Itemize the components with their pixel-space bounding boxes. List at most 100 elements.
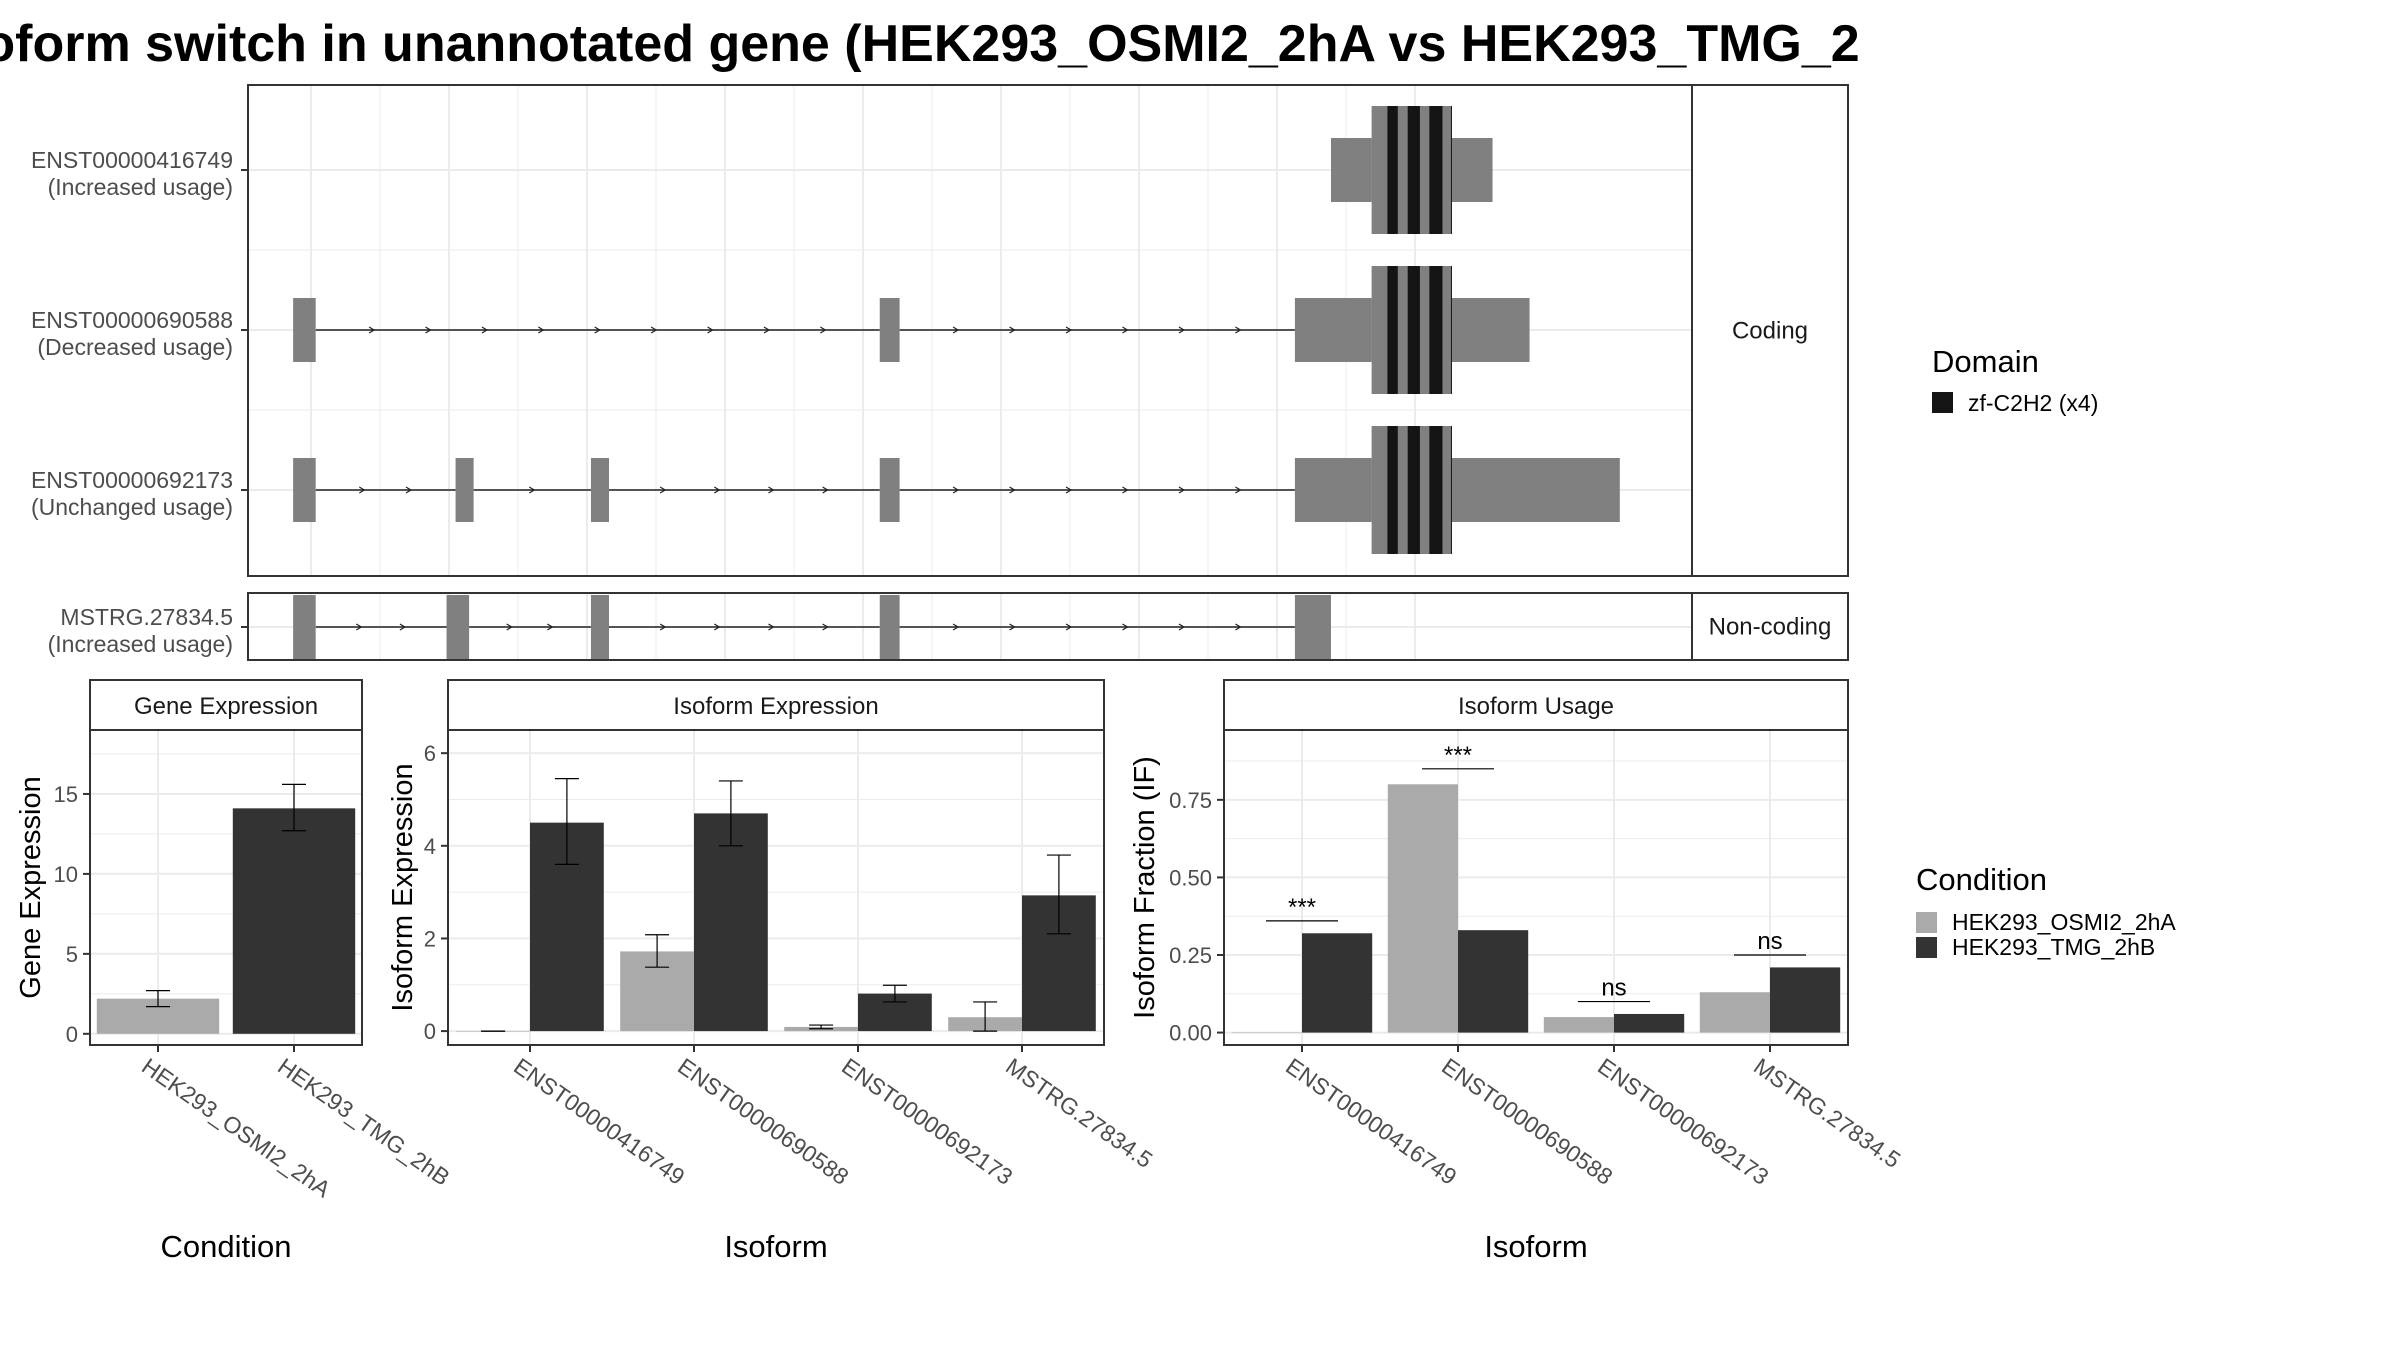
- legend-entry: HEK293_OSMI2_2hA: [1952, 909, 2176, 935]
- strand-arrow: [528, 486, 536, 494]
- y-tick-label: 0: [424, 1019, 436, 1044]
- strand-arrow: [659, 623, 667, 631]
- strand-arrow: [1235, 486, 1242, 494]
- strand-arrow: [1178, 326, 1186, 334]
- domain-block: [1450, 426, 1452, 554]
- strand-arrow: [1009, 486, 1016, 494]
- legend-title: Condition: [1916, 862, 2047, 897]
- strand-arrow: [1065, 486, 1073, 494]
- facet-strip: [89, 679, 363, 731]
- facet-strip-label: Isoform Expression: [673, 693, 878, 720]
- strand-arrow: [355, 623, 363, 631]
- bar: [1614, 1013, 1685, 1033]
- domain-block: [1429, 106, 1443, 234]
- bar: [1302, 933, 1373, 1033]
- strand-arrow: [1178, 623, 1186, 631]
- y-tick-label: 2: [424, 926, 436, 951]
- strand-arrow: [1122, 486, 1129, 494]
- x-tick-label: ENST00000692173: [837, 1053, 1017, 1190]
- strand-arrow: [368, 326, 376, 334]
- domain-block: [1387, 266, 1398, 394]
- isoform-usage-label: (Increased usage): [48, 631, 233, 657]
- strand-arrow: [952, 326, 960, 334]
- exon-block: [590, 458, 609, 522]
- strand-arrow: [768, 486, 775, 494]
- x-tick-label: ENST00000690588: [1437, 1053, 1617, 1190]
- isoform-label: ENST00000692173: [31, 467, 233, 493]
- strand-arrow: [1235, 326, 1242, 334]
- isoform-usage-label: (Unchanged usage): [31, 494, 233, 520]
- y-tick-label: 0.50: [1169, 865, 1212, 890]
- strand-arrow: [1235, 623, 1242, 631]
- significance-label: ns: [1601, 975, 1626, 1002]
- strand-arrow: [1178, 486, 1186, 494]
- y-tick-label: 0.75: [1169, 788, 1212, 813]
- strand-arrow: [768, 623, 775, 631]
- plot-border: [1223, 729, 1849, 1046]
- domain-block: [1407, 266, 1420, 394]
- y-tick-label: 5: [66, 942, 78, 967]
- strand-arrow: [822, 623, 829, 631]
- isoform-track: [293, 595, 1331, 659]
- strand-arrow: [1122, 623, 1129, 631]
- facet-strip: [1691, 84, 1849, 577]
- significance-label: ***: [1444, 742, 1472, 769]
- bar: [1770, 967, 1841, 1033]
- strand-arrow: [952, 623, 960, 631]
- legend-swatch: [1932, 392, 1953, 413]
- bar: [694, 813, 768, 1032]
- structure-panel-coding: ENST00000416749(Increased usage) ENST0000…: [31, 84, 1849, 577]
- exon-block: [879, 595, 900, 659]
- strand-arrow: [506, 623, 513, 631]
- exon-block: [1294, 298, 1372, 362]
- strand-arrow: [405, 486, 413, 494]
- strand-arrow: [1122, 326, 1129, 334]
- facet-strip: [1223, 679, 1849, 731]
- y-tick-label: 10: [54, 862, 78, 887]
- facet-strip-label: Isoform Usage: [1458, 693, 1614, 720]
- strand-arrow: [659, 486, 667, 494]
- strand-arrow: [1065, 326, 1073, 334]
- isoform-track: [293, 426, 1620, 554]
- legend-swatch: [1916, 937, 1937, 958]
- isoform-label: ENST00000416749: [31, 147, 233, 173]
- exon-block: [293, 458, 316, 522]
- domain-block: [1387, 426, 1398, 554]
- x-axis-title: Isoform: [724, 1229, 827, 1264]
- facet-strip-label: Coding: [1732, 318, 1808, 345]
- domain-block: [1429, 426, 1443, 554]
- strand-arrow: [481, 326, 489, 334]
- isoform-label: MSTRG.27834.5: [60, 604, 233, 630]
- legend-entry: HEK293_TMG_2hB: [1952, 934, 2155, 960]
- y-tick-label: 0.00: [1169, 1021, 1212, 1046]
- bar: [1231, 1032, 1302, 1034]
- domain-block: [1407, 426, 1420, 554]
- strand-arrow: [425, 326, 432, 334]
- domain-block: [1407, 106, 1420, 234]
- y-tick-label: 0.25: [1169, 943, 1212, 968]
- y-tick-label: 15: [54, 782, 78, 807]
- domain-block: [1450, 266, 1452, 394]
- x-tick-label: MSTRG.27834.5: [1001, 1053, 1157, 1173]
- x-tick-label: ENST00000416749: [509, 1053, 689, 1190]
- exon-block: [1451, 138, 1493, 202]
- exon-block: [879, 298, 900, 362]
- strand-arrow: [594, 326, 601, 334]
- x-tick-label: ENST00000690588: [673, 1053, 853, 1190]
- legend-swatch: [1916, 912, 1937, 933]
- bar: [232, 808, 356, 1034]
- strand-arrow: [1065, 623, 1073, 631]
- y-axis-title: Gene Expression: [15, 776, 47, 998]
- chart-title: Isoform switch in unannotated gene (HEK2…: [0, 15, 1946, 73]
- strand-arrow: [538, 326, 545, 334]
- facet-strip-label: Gene Expression: [134, 693, 318, 720]
- exon-block: [1451, 298, 1530, 362]
- y-axis-title: Isoform Fraction (IF): [1129, 756, 1161, 1019]
- exon-block: [455, 458, 474, 522]
- bar-chart-3: Isoform Usage *** *** ns ns 0.00 0.25 0.50 0.75 E…: [1129, 679, 1905, 1264]
- y-tick-label: 0: [66, 1022, 78, 1047]
- strand-arrow: [1009, 623, 1016, 631]
- facet-strip: [1691, 592, 1849, 661]
